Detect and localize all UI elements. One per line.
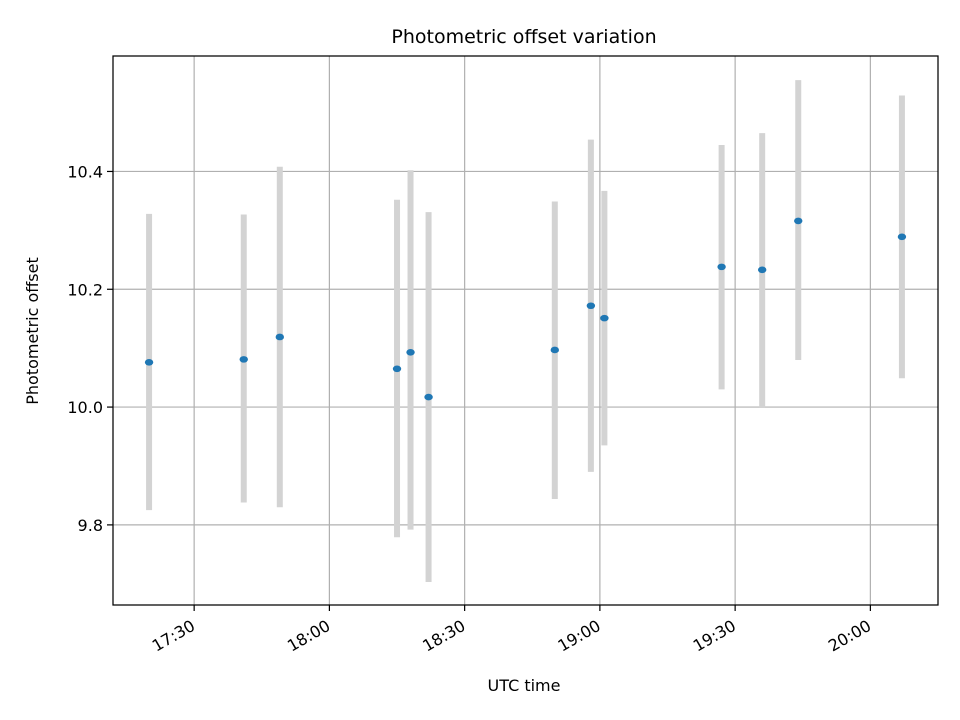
data-point [550,346,560,354]
data-point [392,365,402,373]
y-tick-label: 10.2 [67,280,103,299]
data-point [600,314,609,322]
data-point [897,233,907,241]
data-points [144,217,907,401]
data-point [586,302,596,310]
x-axis-label: UTC time [488,676,561,695]
y-tick-label: 10.0 [67,398,103,417]
y-tick-label: 9.8 [78,516,103,535]
data-point [239,356,248,363]
data-point [794,217,803,225]
data-point [424,393,433,401]
data-point [406,348,415,356]
y-tick-label: 10.4 [67,162,103,181]
y-axis-ticks: 9.8 10.0 10.2 10.4 [67,162,113,535]
data-point [717,263,726,271]
data-point [757,266,767,274]
plot-frame [112,55,939,606]
chart-title: Photometric offset variation [391,26,656,48]
y-axis-label: Photometric offset [23,257,42,405]
data-point [144,359,154,366]
data-point [275,333,285,341]
